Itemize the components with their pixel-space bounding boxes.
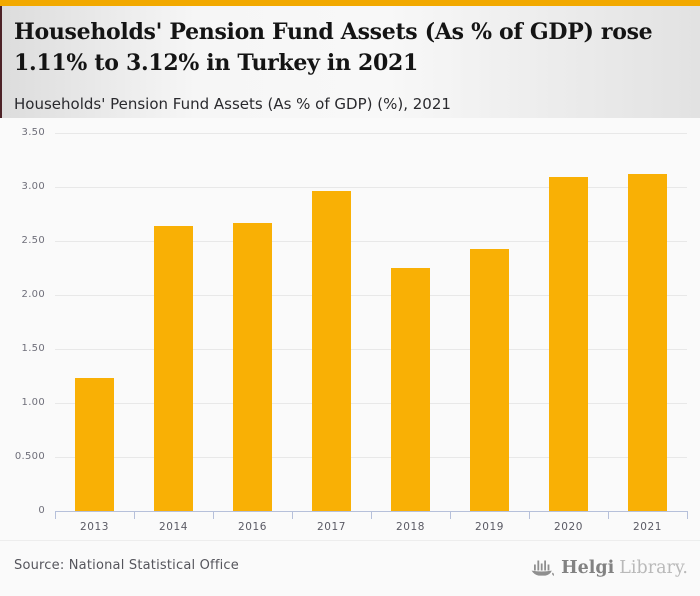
page-title-line2: 1.11% to 3.12% in Turkey in 2021	[14, 50, 419, 76]
y-axis-label: 2.50	[21, 235, 45, 246]
bar-2018	[391, 268, 430, 511]
gridline	[55, 457, 687, 458]
bar-2017	[312, 191, 351, 511]
y-axis-label: 0.500	[14, 451, 45, 462]
gridline	[55, 349, 687, 350]
x-axis-tick	[292, 512, 293, 519]
x-axis-tick	[55, 512, 56, 519]
logo-text-light: Library.	[619, 558, 688, 578]
bar-2020	[549, 177, 588, 511]
helgi-library-logo: Helgi Library.	[531, 556, 688, 580]
x-axis-label: 2020	[553, 521, 584, 533]
x-axis-label: 2019	[474, 521, 505, 533]
bar-2014	[154, 225, 193, 511]
x-axis-tick	[213, 512, 214, 519]
gridline	[55, 403, 687, 404]
x-axis-label: 2013	[79, 521, 110, 533]
logo-text-bold: Helgi	[561, 558, 615, 578]
gridline	[55, 295, 687, 296]
x-axis-tick	[687, 512, 688, 519]
x-axis-label: 2014	[158, 521, 189, 533]
x-axis-tick	[450, 512, 451, 519]
x-axis-label: 2017	[316, 521, 347, 533]
page-title: Households' Pension Fund Assets (As % of…	[14, 17, 653, 79]
gridline	[55, 133, 687, 134]
gridline	[55, 187, 687, 188]
x-axis-line	[55, 511, 688, 512]
y-axis-label: 0	[38, 505, 45, 516]
bar-2019	[470, 248, 509, 511]
y-axis-label: 3.00	[21, 181, 45, 192]
page-title-line1: Households' Pension Fund Assets (As % of…	[14, 19, 653, 45]
x-axis-label: 2018	[395, 521, 426, 533]
source-note: Source: National Statistical Office	[14, 558, 239, 573]
y-axis-label: 1.50	[21, 343, 45, 354]
bar-2013	[75, 378, 114, 511]
bar-2021	[628, 174, 667, 511]
gridline	[55, 241, 687, 242]
x-axis-label: 2016	[237, 521, 268, 533]
x-axis-label: 2021	[632, 521, 663, 533]
x-axis-tick	[608, 512, 609, 519]
bar-2016	[233, 222, 272, 511]
chart-subtitle: Households' Pension Fund Assets (As % of…	[14, 95, 451, 113]
x-axis-tick	[371, 512, 372, 519]
accent-strip	[0, 0, 700, 6]
x-axis-tick	[134, 512, 135, 519]
footer-divider	[0, 540, 700, 541]
y-axis-label: 2.00	[21, 289, 45, 300]
y-axis-label: 1.00	[21, 397, 45, 408]
y-axis-label: 3.50	[21, 127, 45, 138]
window-edge	[0, 6, 2, 118]
x-axis-tick	[529, 512, 530, 519]
helgi-ship-icon	[531, 560, 555, 576]
chart-header: Households' Pension Fund Assets (As % of…	[0, 6, 700, 118]
